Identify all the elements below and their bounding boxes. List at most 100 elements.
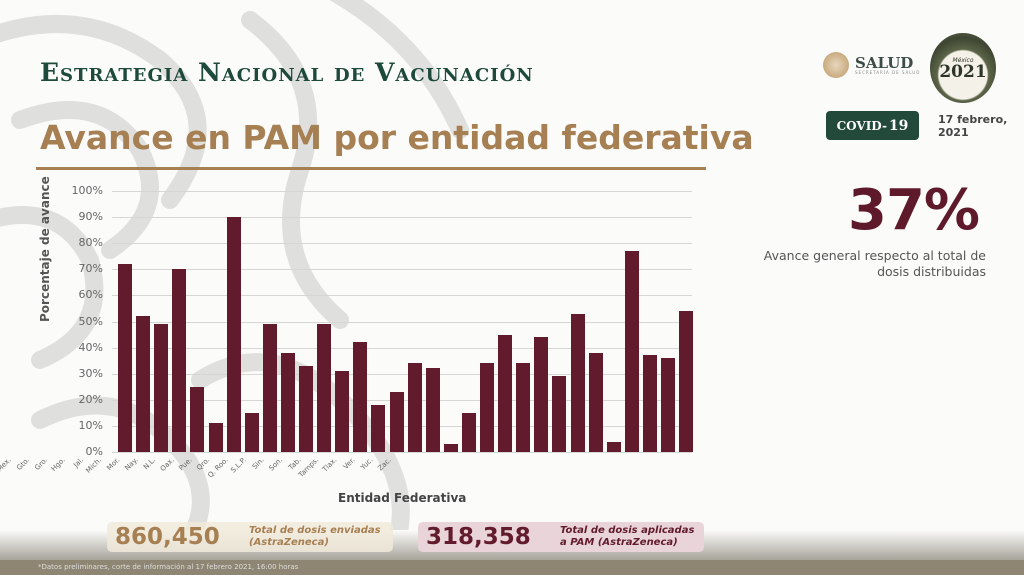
mexico-2021-emblem: México 2021 [930,33,996,103]
bar-pue [480,363,494,452]
bar-gto [317,324,332,452]
y-tick-label: 60% [78,288,103,302]
bar-chih [208,423,223,452]
strategy-title: Estrategia Nacional de Vacunación [40,58,534,87]
salud-logo-subtext: SECRETARÍA DE SALUD [855,69,921,75]
doses-sent-label-line2: (AstraZeneca) [249,537,329,548]
covid-badge-prefix: COVID- [836,118,887,133]
x-tick-label: Tlax. [320,456,339,474]
bar-yuc [661,358,675,452]
emblem-country: México [952,56,974,64]
bar-tlax [624,251,639,452]
x-tick-label: N.L. [142,456,158,472]
bar-nl [443,444,458,452]
gridline [112,243,692,245]
y-tick-label: 30% [78,366,103,380]
x-tick-label: Yuc. [359,456,375,472]
y-tick-label: 20% [78,392,103,406]
page-title: Avance en PAM por entidad federativa [40,118,754,157]
y-tick-label: 10% [78,418,103,432]
gridline [112,191,692,192]
gridline [112,452,692,453]
doses-applied-label-line1: Total de dosis aplicadas [560,525,695,536]
bar-mich [389,391,404,452]
x-tick-label: Hgo. [49,456,67,474]
y-tick-label: 0% [85,445,103,458]
doses-sent-value: 860,450 [115,524,220,550]
y-tick-label: 80% [78,236,103,250]
bar-ver [642,355,657,452]
salud-logo-text: SALUD [855,53,914,72]
gridline [112,321,692,323]
y-tick-label: 70% [78,262,103,276]
footnote: *Datos preliminares, corte de informació… [38,563,299,571]
doses-sent-card: 860,450 Total de dosis enviadas (AstraZe… [107,522,393,552]
gridline [112,347,692,349]
bar-tamps [606,441,621,452]
bar-zac [679,311,694,452]
bar-chis [190,386,205,452]
bar-hgo [353,342,368,452]
bar-gro [335,371,350,452]
title-divider [36,167,706,170]
emblem-year: 2021 [939,61,987,82]
gridline [112,373,692,375]
doses-applied-card: 318,358 Total de dosis aplicadas a PAM (… [418,522,704,552]
footer-bar [0,560,1024,575]
x-tick-label: Zac. [376,456,393,473]
gridline [112,217,692,219]
bar-bc [136,316,151,452]
bar-tab [588,352,603,452]
x-axis-label: Entidad Federativa [338,491,467,505]
x-tick-label: Nay. [123,456,140,473]
bar-sin [552,376,567,452]
x-tick-label: Sin. [251,456,267,471]
x-tick-label: S.L.P. [229,456,248,475]
bar-col [262,324,277,452]
bar-cdmx [226,217,241,452]
x-tick-label: Mor. [105,456,122,473]
y-tick-label: 40% [78,340,103,354]
doses-applied-label-line2: a PAM (AstraZeneca) [560,537,678,548]
salud-logo: SALUD SECRETARÍA DE SALUD [823,52,920,78]
report-date: 17 febrero, 2021 [938,113,1007,139]
y-tick-label: 90% [78,210,103,224]
bar-slp [534,337,549,452]
bar-qro [498,334,513,452]
coat-of-arms-icon [823,52,849,78]
x-tick-label: Son. [267,456,285,473]
bar-son [570,313,585,452]
covid-badge: COVID- 19 [826,111,919,140]
x-tick-label: Gro. [32,456,49,472]
x-tick-label: Ver. [341,456,357,471]
y-tick-label: 100% [71,184,103,197]
bar-qroo [516,363,531,452]
overall-percent: 37% [848,178,980,243]
x-tick-label: Oax. [158,456,176,474]
bar-bcs [154,324,169,452]
bar-camp [172,269,187,452]
report-date-line1: 17 febrero, [938,113,1008,126]
y-tick-label: 50% [78,314,103,328]
doses-applied-value: 318,358 [426,524,531,550]
bar-ags [118,264,132,452]
doses-applied-label: Total de dosis aplicadas a PAM (AstraZen… [560,525,694,549]
bar-oax [461,412,476,452]
report-date-line2: 2021 [938,126,969,139]
gridline [112,295,692,297]
bar-mor [407,363,422,452]
bar-dgo [280,352,295,452]
bar-nay [425,368,440,452]
x-tick-label: Edo. Mex. [0,456,13,486]
bar-chart: Porcentaje de avance Entidad Federativa … [0,176,694,505]
overall-percent-description: Avance general respecto al total de dosi… [763,248,986,279]
doses-sent-label-line1: Total de dosis enviadas [249,525,381,536]
bar-jal [371,405,386,452]
x-tick-label: Gto. [14,456,31,472]
doses-sent-label: Total de dosis enviadas (AstraZeneca) [249,525,381,549]
covid-badge-number: 19 [888,117,909,134]
x-tick-label: Pue. [177,456,194,473]
gridline [112,269,692,271]
bar-coah [244,412,259,452]
bar-edomex [299,365,313,452]
